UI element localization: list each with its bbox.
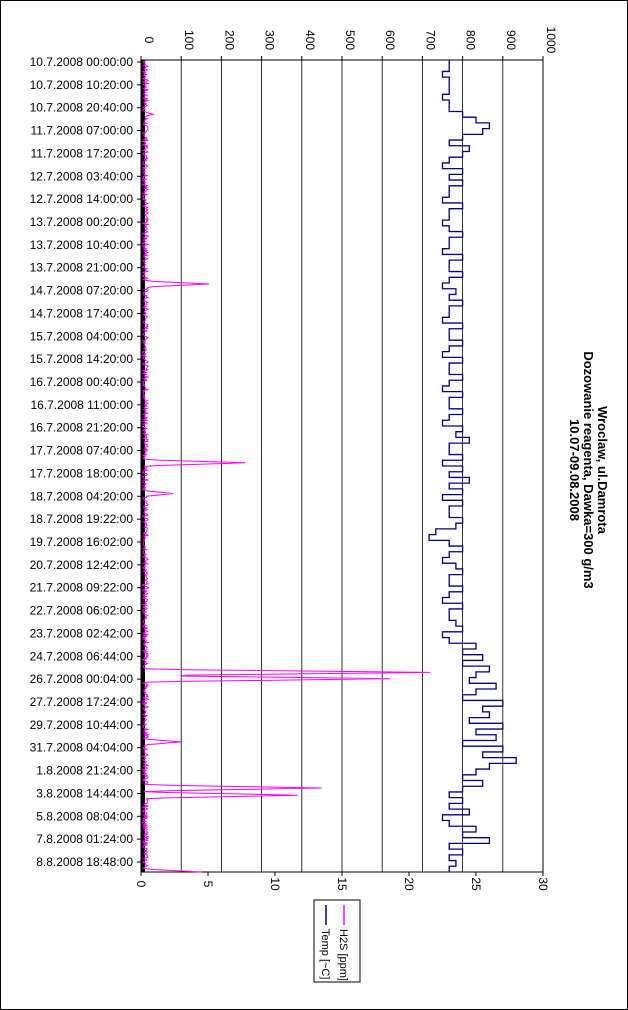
secondary-tick-label: 10 — [268, 877, 282, 891]
category-label: 23.7.2008 02:42:00 — [30, 626, 134, 640]
secondary-tick-label: 15 — [335, 877, 349, 891]
primary-tick-label: 300 — [263, 30, 277, 50]
category-label: 1.8.2008 21:24:00 — [36, 764, 133, 778]
secondary-tick-label: 20 — [402, 877, 416, 891]
category-label: 15.7.2008 14:20:00 — [30, 352, 134, 366]
category-label: 13.7.2008 10:40:00 — [30, 238, 134, 252]
category-label: 22.7.2008 06:02:00 — [30, 604, 134, 618]
h2s-baseline-band — [141, 60, 145, 872]
category-label: 21.7.2008 09:22:00 — [30, 581, 134, 595]
category-label: 26.7.2008 00:04:00 — [30, 672, 134, 686]
category-label: 18.7.2008 19:22:00 — [30, 512, 134, 526]
category-label: 31.7.2008 04:04:00 — [30, 741, 134, 755]
category-label: 10.7.2008 00:00:00 — [30, 55, 134, 69]
legend: H2S [ppm] Temp [~C] — [313, 899, 361, 983]
primary-tick-label: 200 — [222, 30, 236, 50]
primary-tick-label: 0 — [142, 37, 156, 44]
secondary-tick-label: 0 — [134, 881, 148, 888]
category-label: 17.7.2008 18:00:00 — [30, 466, 134, 480]
category-label: 7.8.2008 01:24:00 — [36, 832, 133, 846]
category-label: 20.7.2008 12:42:00 — [30, 558, 134, 572]
chart-title-line: 10.07-09.08.2008 — [567, 419, 582, 521]
category-label: 14.7.2008 07:20:00 — [30, 284, 134, 298]
category-label: 19.7.2008 16:02:00 — [30, 535, 134, 549]
category-label: 10.7.2008 10:20:00 — [30, 78, 134, 92]
primary-tick-label: 700 — [423, 30, 437, 50]
legend-label: Temp [~C] — [319, 929, 331, 979]
category-label: 12.7.2008 14:00:00 — [30, 192, 134, 206]
category-label: 10.7.2008 20:40:00 — [30, 101, 134, 115]
primary-tick-label: 400 — [303, 30, 317, 50]
secondary-tick-label: 25 — [469, 877, 483, 891]
category-label: 27.7.2008 17:24:00 — [30, 695, 134, 709]
category-label: 11.7.2008 17:20:00 — [30, 146, 133, 160]
category-label: 12.7.2008 03:40:00 — [30, 169, 134, 183]
category-label: 3.8.2008 14:44:00 — [36, 786, 133, 800]
secondary-tick-label: 5 — [201, 881, 215, 888]
chart-title-line: Dozowanie reagenta, Dawka=300 g/m3 — [581, 351, 596, 588]
legend-box — [313, 899, 361, 983]
category-label: 18.7.2008 04:20:00 — [30, 489, 134, 503]
primary-tick-label: 600 — [383, 30, 397, 50]
primary-tick-label: 1000 — [544, 27, 558, 54]
category-label: 16.7.2008 00:40:00 — [30, 375, 134, 389]
category-label: 13.7.2008 21:00:00 — [30, 261, 134, 275]
primary-tick-label: 100 — [182, 30, 196, 50]
temp-series-line — [428, 60, 517, 872]
category-label: 13.7.2008 00:20:00 — [30, 215, 134, 229]
category-label: 15.7.2008 04:00:00 — [30, 329, 134, 343]
secondary-tick-label: 30 — [536, 877, 550, 891]
category-label: 24.7.2008 06:44:00 — [30, 649, 134, 663]
legend-label: H2S [ppm] — [337, 929, 349, 981]
category-label: 16.7.2008 11:00:00 — [30, 398, 133, 412]
category-label: 29.7.2008 10:44:00 — [30, 718, 134, 732]
primary-tick-label: 500 — [343, 30, 357, 50]
category-label: 8.8.2008 18:48:00 — [36, 855, 133, 869]
category-label: 11.7.2008 07:00:00 — [30, 124, 133, 138]
chart-title-line: Wroclaw, ul.Damrota — [595, 406, 610, 535]
primary-tick-label: 900 — [504, 30, 518, 50]
category-label: 16.7.2008 21:20:00 — [30, 421, 134, 435]
category-label: 5.8.2008 08:04:00 — [36, 809, 133, 823]
primary-tick-label: 800 — [464, 30, 478, 50]
category-label: 14.7.2008 17:40:00 — [30, 306, 134, 320]
h2s-series-line — [140, 59, 431, 873]
category-label: 17.7.2008 07:40:00 — [30, 444, 134, 458]
